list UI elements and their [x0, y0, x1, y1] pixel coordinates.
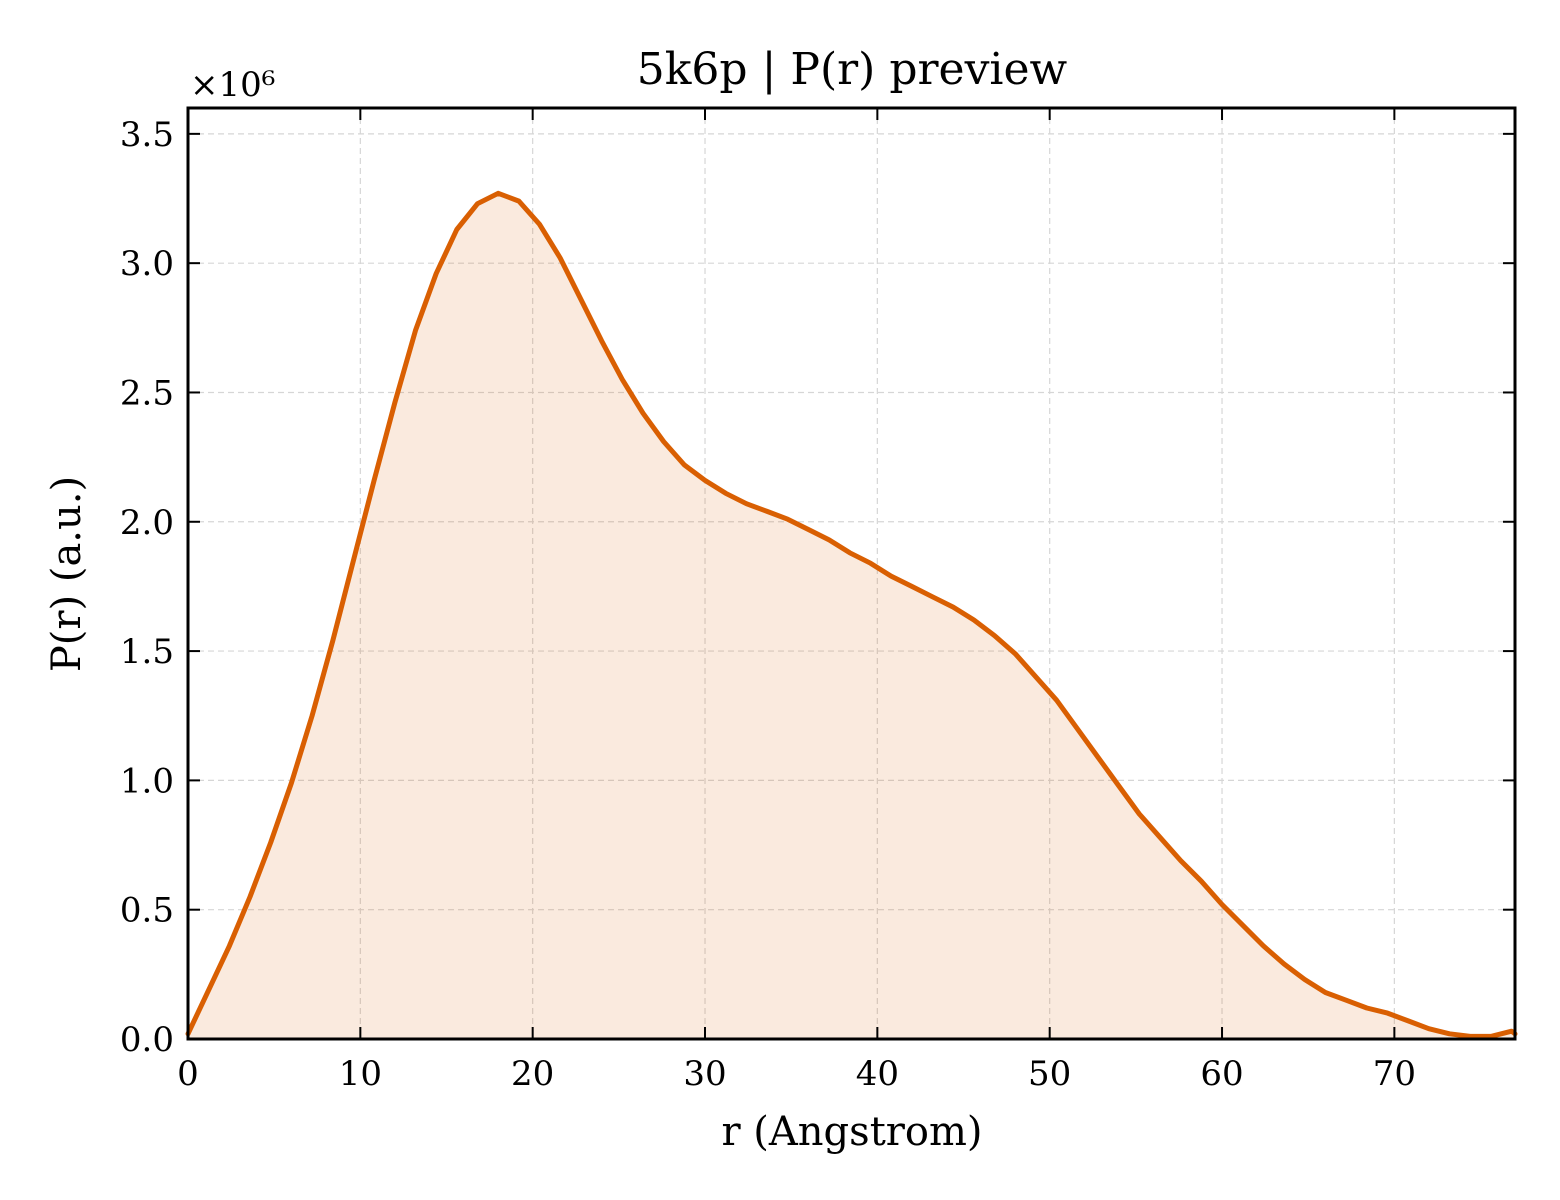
- x-axis-label: r (Angstrom): [721, 1109, 982, 1155]
- y-tick-label: 3.5: [120, 115, 174, 155]
- x-tick-label: 40: [856, 1054, 899, 1094]
- y-tick-label: 0.5: [120, 891, 174, 931]
- y-axis-label: P(r) (a.u.): [44, 476, 90, 672]
- y-tick-label: 0.0: [120, 1020, 174, 1060]
- pr-line: [185, 190, 1518, 1039]
- x-tick-label: 20: [511, 1054, 554, 1094]
- x-tick-label: 70: [1373, 1054, 1416, 1094]
- y-multiplier-label: ×10⁶: [190, 65, 275, 105]
- y-tick-labels: 0.0 0.5 1.0 1.5 2.0 2.5 3.0 3.5: [120, 115, 174, 1060]
- y-tick-label: 2.5: [120, 373, 174, 413]
- pr-area-fill: [188, 193, 1515, 1040]
- plot-frame: [186, 106, 1517, 1041]
- y-tick-label: 1.0: [120, 761, 174, 801]
- x-tick-label: 10: [339, 1054, 382, 1094]
- chart-title: 5k6p | P(r) preview: [637, 44, 1068, 95]
- axis-ticks: [187, 108, 1515, 1040]
- x-tick-label: 60: [1200, 1054, 1243, 1094]
- x-tick-labels: 0 10 20 30 40 50 60 70: [177, 1054, 1416, 1094]
- grid: [188, 108, 1515, 1039]
- x-tick-label: 0: [177, 1054, 199, 1094]
- y-tick-label: 1.5: [120, 632, 174, 672]
- x-tick-label: 30: [683, 1054, 726, 1094]
- y-tick-label: 2.0: [120, 503, 174, 543]
- x-tick-label: 50: [1028, 1054, 1071, 1094]
- y-tick-label: 3.0: [120, 244, 174, 284]
